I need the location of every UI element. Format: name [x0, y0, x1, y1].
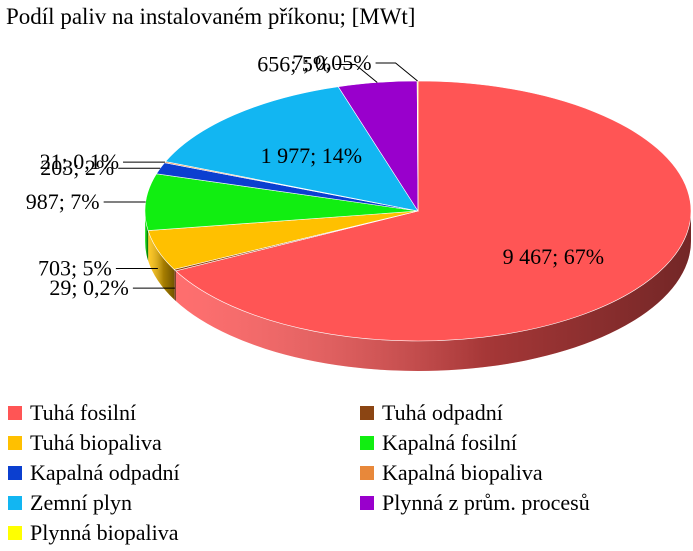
legend-swatch [360, 436, 374, 450]
legend-item-plynna-biopaliva: Plynná biopaliva [8, 520, 178, 546]
legend-label: Zemní plyn [30, 490, 133, 515]
legend-item-tuha-biopaliva: Tuhá biopaliva [8, 430, 162, 456]
legend-item-kapalna-biopaliva: Kapalná biopaliva [360, 460, 543, 486]
legend-label: Kapalná fosilní [382, 430, 518, 455]
pie-side-walls [145, 211, 691, 371]
pie-side-shade-tuha-odpadni [174, 269, 176, 301]
pie-slice-zemni-plyn [164, 86, 419, 212]
pie-data-labels: 9 467; 67% 29; 0,2%703; 5% 987; 7% 203; 2%2… [26, 50, 604, 300]
pie-side-shade-tuha-biopaliva [148, 230, 175, 300]
data-label-zemni-plyn: 1 977; 14% [261, 143, 362, 168]
legend-swatch [360, 406, 374, 420]
leader-line-plynna-z-prum-procesu [335, 63, 378, 83]
data-label-plynna-z-prum-procesu: 656; 5% [257, 51, 331, 76]
pie-slice-tuha-fosilni [175, 80, 692, 342]
legend-swatch [8, 526, 22, 540]
pie-side-shade-tuha-fosilni [175, 211, 691, 371]
data-label-kapalna-biopaliva: 21; 0,1% [40, 149, 119, 174]
data-label-kapalna-fosilni: 987; 7% [26, 189, 100, 214]
legend-label: Plynná biopaliva [30, 520, 179, 545]
legend-swatch [8, 406, 22, 420]
legend-label: Kapalná odpadní [30, 460, 180, 485]
legend-item-kapalna-odpadni: Kapalná odpadní [8, 460, 180, 486]
legend-label: Plynná z prům. procesů [382, 490, 590, 515]
legend-swatch [8, 466, 22, 480]
legend-swatch [360, 496, 374, 510]
legend-item-kapalna-fosilni: Kapalná fosilní [360, 430, 517, 456]
legend-label: Tuhá biopaliva [30, 430, 162, 455]
data-label-tuha-fosilni: 9 467; 67% [503, 244, 604, 269]
leader-line-plynna-biopaliva [375, 62, 418, 82]
pie-slice-kapalna-fosilni [144, 173, 419, 231]
pie-side-shade-kapalna-fosilni [145, 211, 149, 261]
legend-label: Tuhá fosilní [30, 400, 137, 425]
legend-label: Tuhá odpadní [382, 400, 503, 425]
chart-title: Podíl paliv na instalovaném příkonu; [MW… [6, 4, 416, 29]
data-label-tuha-odpadni: 29; 0,2% [49, 275, 128, 300]
legend-item-zemni-plyn: Zemní plyn [8, 490, 132, 516]
legend-swatch [360, 466, 374, 480]
legend-item-tuha-odpadni: Tuhá odpadní [360, 400, 503, 426]
data-label-kapalna-odpadni: 203; 2% [40, 155, 114, 180]
data-label-tuha-biopaliva: 703; 5% [38, 255, 112, 280]
legend-item-tuha-fosilni: Tuhá fosilní [8, 400, 136, 426]
legend-swatch [8, 496, 22, 510]
legend-item-plynna-z-prum-procesu: Plynná z prům. procesů [360, 490, 590, 516]
legend-swatch [8, 436, 22, 450]
legend-label: Kapalná biopaliva [382, 460, 543, 485]
data-label-plynna-biopaliva: 7; 0,05% [292, 50, 371, 75]
pie-top-faces [144, 80, 692, 342]
